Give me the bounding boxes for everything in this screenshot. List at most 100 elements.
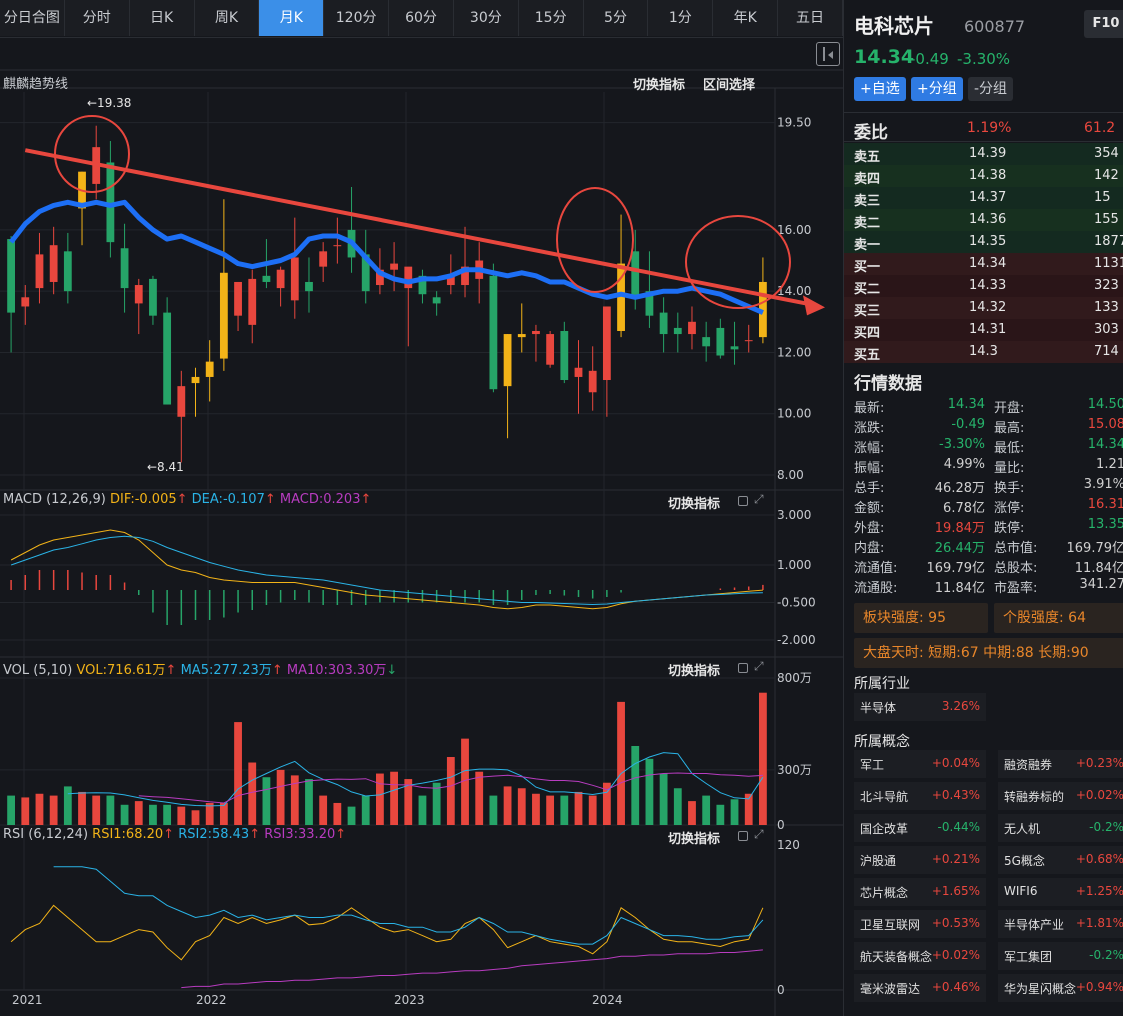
- quote-label: 金额:: [854, 501, 885, 516]
- orderbook-price: 14.3: [969, 344, 998, 359]
- quote-title: 行情数据: [854, 374, 922, 394]
- tab-2[interactable]: 日K: [129, 0, 195, 36]
- candle: [390, 242, 398, 292]
- y-tick-label: -2.000: [777, 633, 816, 647]
- concept-item[interactable]: 半导体产业 +1.81%: [998, 910, 1123, 938]
- quote-label: 流通值:: [854, 561, 898, 576]
- concept-item[interactable]: 北斗导航 +0.43%: [854, 782, 986, 810]
- concept-item[interactable]: 沪股通 +0.21%: [854, 846, 986, 874]
- switch-indicator-button[interactable]: 切换指标: [633, 78, 686, 93]
- concept-change: +0.21%: [931, 852, 980, 866]
- tab-11[interactable]: 年K: [713, 0, 779, 36]
- volume-bar: [7, 795, 15, 825]
- tab-9[interactable]: 5分: [583, 0, 649, 36]
- concept-item[interactable]: 军工集团 -0.2%: [998, 942, 1123, 970]
- macd-switch-button[interactable]: 切换指标: [668, 497, 721, 512]
- candle-body: [361, 254, 370, 292]
- candle-body: [759, 281, 767, 338]
- expand-icon[interactable]: ⤢: [754, 827, 764, 841]
- candle-body: [404, 266, 413, 289]
- vol-ma5-line: [67, 752, 764, 807]
- rsi-switch-button[interactable]: 切换指标: [668, 832, 721, 847]
- volume-bar: [134, 801, 143, 825]
- orderbook-label: 买五: [854, 348, 881, 363]
- f10-button[interactable]: F10: [1084, 10, 1123, 38]
- kline-chart[interactable]: 19.50 16.00 14.00 12.00 10.00 8.00 3.000 1.000 -…: [0, 0, 843, 1016]
- tab-1[interactable]: 分时: [64, 0, 130, 36]
- candle-body: [574, 367, 583, 377]
- expand-icon[interactable]: ⤢: [754, 492, 764, 506]
- concept-item[interactable]: 卫星互联网 +0.53%: [854, 910, 986, 938]
- orderbook-price: 14.31: [969, 322, 1007, 337]
- add-group-button[interactable]: +分组: [911, 77, 963, 101]
- orderbook-label: 买二: [854, 282, 881, 297]
- concept-item[interactable]: 5G概念 +0.68%: [998, 846, 1123, 874]
- quote-value: -3.30%: [939, 437, 985, 452]
- candle: [205, 340, 214, 402]
- candle-body: [702, 337, 711, 347]
- quote-value: 341.27: [1079, 577, 1123, 592]
- industry-item[interactable]: 半导体 3.26%: [854, 693, 986, 721]
- concept-item[interactable]: WIFI6 +1.25%: [998, 878, 1123, 906]
- rsi-header: RSI (6,12,24) RSI1:68.20↑ RSI2:58.43↑ RS…: [3, 827, 347, 842]
- concept-change: +0.94%: [1075, 980, 1123, 994]
- concept-item[interactable]: 国企改革 -0.44%: [854, 814, 986, 842]
- quote-label: 内盘:: [854, 541, 885, 556]
- tab-10[interactable]: 1分: [648, 0, 714, 36]
- range-select-button[interactable]: 区间选择: [703, 78, 756, 93]
- orderbook-price: 14.36: [969, 212, 1007, 227]
- market-timing-values: 短期:67 中期:88 长期:90: [928, 645, 1089, 661]
- add-watchlist-button[interactable]: +自选: [854, 77, 906, 101]
- stock-name: 电科芯片: [854, 14, 934, 38]
- orderbook-price: 14.37: [969, 190, 1007, 205]
- rsi1-line: [10, 904, 764, 961]
- market-timing: 大盘天时: 短期:67 中期:88 长期:90: [854, 638, 1123, 668]
- candle: [21, 285, 30, 325]
- tab-4[interactable]: 月K: [259, 0, 325, 36]
- concept-change: +0.02%: [931, 948, 980, 962]
- macd-dea-line: [10, 535, 763, 606]
- x-tick-label: 2021: [12, 993, 43, 1007]
- remove-group-button[interactable]: -分组: [968, 77, 1014, 101]
- concept-item[interactable]: 融资融券 +0.23%: [998, 750, 1123, 778]
- concept-item[interactable]: 华为星闪概念 +0.94%: [998, 974, 1123, 1002]
- concept-item[interactable]: 芯片概念 +1.65%: [854, 878, 986, 906]
- window-icon[interactable]: [738, 496, 748, 506]
- tab-12[interactable]: 五日: [778, 0, 843, 36]
- orderbook-row: 买一 14.34 1131: [844, 253, 1123, 275]
- tab-0[interactable]: 分日合图: [0, 0, 65, 36]
- volume-bar: [503, 786, 512, 825]
- quote-label: 换手:: [994, 481, 1025, 496]
- concept-item[interactable]: 转融券标的 +0.02%: [998, 782, 1123, 810]
- window-icon[interactable]: [738, 831, 748, 841]
- concept-item[interactable]: 军工 +0.04%: [854, 750, 986, 778]
- orderbook-volume: 323: [1094, 278, 1119, 293]
- quote-value: -0.49: [951, 417, 985, 432]
- tab-7[interactable]: 30分: [453, 0, 519, 36]
- concept-item[interactable]: 毫米波雷达 +0.46%: [854, 974, 986, 1002]
- tab-5[interactable]: 120分: [324, 0, 390, 36]
- window-icon[interactable]: [738, 663, 748, 673]
- quote-label: 振幅:: [854, 461, 885, 476]
- orderbook-volume: 354: [1094, 146, 1119, 161]
- candle: [730, 321, 739, 365]
- volume-bar: [645, 758, 654, 825]
- quote-label: 总手:: [854, 481, 885, 496]
- concept-name: 军工集团: [1004, 950, 1053, 964]
- candle: [35, 232, 44, 304]
- candle: [191, 367, 200, 417]
- quote-value: 11.84亿: [1074, 561, 1123, 576]
- vol-switch-button[interactable]: 切换指标: [668, 664, 721, 679]
- concept-item[interactable]: 无人机 -0.2%: [998, 814, 1123, 842]
- expand-icon[interactable]: ⤢: [754, 659, 764, 673]
- concept-item[interactable]: 航天装备概念 +0.02%: [854, 942, 986, 970]
- collapse-panel-icon[interactable]: [816, 42, 840, 66]
- concept-name: 毫米波雷达: [860, 982, 921, 996]
- candle-body: [305, 281, 313, 292]
- candle-body: [673, 327, 682, 335]
- tab-8[interactable]: 15分: [518, 0, 584, 36]
- volume-bar: [290, 775, 299, 825]
- tab-3[interactable]: 周K: [194, 0, 260, 36]
- tab-6[interactable]: 60分: [389, 0, 454, 36]
- orderbook-price: 14.33: [969, 278, 1007, 293]
